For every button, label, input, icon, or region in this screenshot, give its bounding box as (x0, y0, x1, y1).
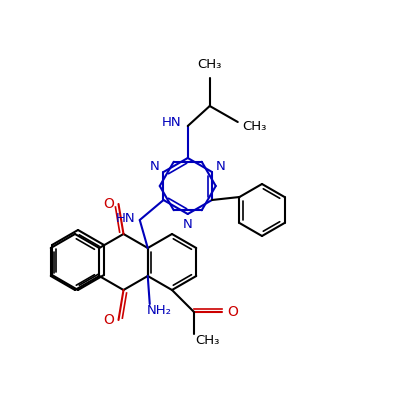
Text: N: N (150, 160, 160, 174)
Text: CH₃: CH₃ (242, 120, 267, 134)
Text: HN: HN (162, 116, 182, 128)
Text: O: O (103, 313, 114, 327)
Text: O: O (228, 305, 238, 319)
Text: O: O (103, 197, 114, 211)
Text: N: N (183, 218, 193, 230)
Text: HN: HN (116, 212, 136, 224)
Text: NH₂: NH₂ (147, 304, 172, 318)
Text: N: N (216, 160, 226, 174)
Text: CH₃: CH₃ (195, 334, 219, 348)
Text: CH₃: CH₃ (198, 58, 222, 72)
